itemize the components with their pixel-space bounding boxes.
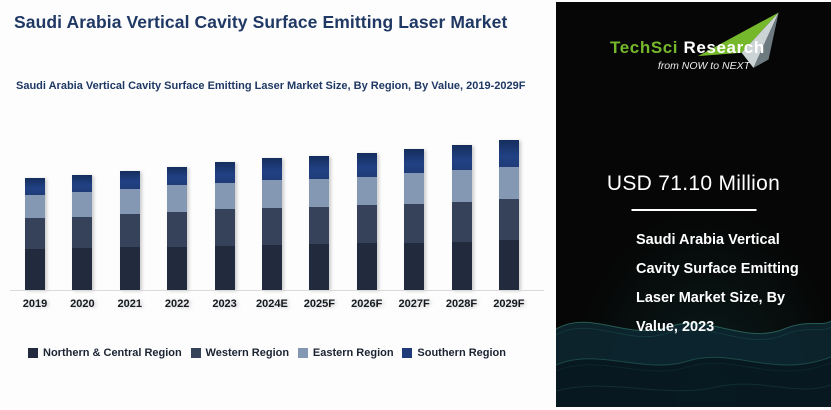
bar-segment <box>451 170 472 202</box>
bar-segment <box>72 175 93 193</box>
x-axis-tick-label: 2024E <box>256 298 288 310</box>
logo-wordmark-techsci: TechSci <box>610 38 679 57</box>
chart-subtitle: Saudi Arabia Vertical Cavity Surface Emi… <box>16 80 526 92</box>
x-axis-tick-label: 2020 <box>70 298 95 310</box>
bar-segment <box>261 244 282 290</box>
logo-wordmark-research: Research <box>683 38 765 57</box>
bar-segment <box>119 247 140 290</box>
bar-segment <box>261 180 282 208</box>
bar-segment <box>119 214 140 248</box>
x-axis-tick-label: 2028F <box>445 298 478 310</box>
bar-2020: 2020 <box>70 130 95 310</box>
bar-segment <box>119 170 140 190</box>
bar-segment <box>167 211 188 247</box>
bar-segment <box>356 243 377 290</box>
stacked-bar-chart: 2019 2020 2021 2022 2023 2024E 2025F 2026F 2027F… <box>23 130 525 310</box>
metric-divider <box>631 209 756 211</box>
bar-segment <box>214 183 235 209</box>
bar-segment <box>404 148 425 174</box>
bar-segment <box>25 218 45 250</box>
legend-swatch <box>402 348 413 358</box>
bar-segment <box>498 199 519 240</box>
bar-2029F: 2029F <box>493 130 525 310</box>
bar-segment <box>404 242 425 290</box>
legend-swatch <box>297 348 308 358</box>
bar-2023: 2023 <box>212 130 237 310</box>
logo-wordmark: TechSci Research <box>610 38 765 58</box>
bar-segment <box>451 241 472 290</box>
bar-2025F: 2025F <box>304 130 335 310</box>
bar-segment <box>404 204 425 243</box>
bar-segment <box>309 244 330 290</box>
bar-segment <box>119 189 140 215</box>
x-axis-tick-label: 2019 <box>22 298 48 310</box>
bar-2026F: 2026F <box>351 130 382 310</box>
legend-swatch <box>190 348 201 358</box>
bar-segment <box>72 192 93 217</box>
techsci-logo: TechSci Research from NOW to NEXT <box>556 2 831 92</box>
legend-item: Eastern Region <box>297 347 394 359</box>
legend-item: Northern & Central Region <box>28 347 182 359</box>
bar-segment <box>72 248 93 290</box>
legend-label: Western Region <box>205 347 290 359</box>
bar-segment <box>451 144 472 171</box>
bar-segment <box>167 166 188 186</box>
wave-mesh-decoration <box>556 320 831 407</box>
x-axis-tick-label: 2026F <box>351 298 383 310</box>
logo-tagline: from NOW to NEXT <box>657 60 750 72</box>
legend-item: Western Region <box>190 347 290 359</box>
x-axis-tick-label: 2021 <box>117 298 143 310</box>
bar-segment <box>498 167 519 200</box>
legend-label: Northern & Central Region <box>43 347 182 359</box>
bar-2019: 2019 <box>23 130 47 310</box>
bar-segment <box>356 205 377 244</box>
bar-segment <box>309 206 330 245</box>
bar-segment <box>25 177 45 196</box>
bar-segment <box>309 179 330 207</box>
legend-item: Southern Region <box>402 347 506 359</box>
legend-swatch <box>28 348 38 358</box>
bar-segment <box>356 152 377 178</box>
x-axis-tick-label: 2023 <box>212 298 237 310</box>
bar-segment <box>261 207 282 245</box>
x-axis-tick-label: 2022 <box>164 298 190 310</box>
bar-2028F: 2028F <box>446 130 477 310</box>
bar-segment <box>356 177 377 206</box>
bar-segment <box>167 246 188 290</box>
chart-legend: Northern & Central Region Western Region E… <box>28 347 506 359</box>
brand-panel: TechSci Research from NOW to NEXT USD 71… <box>556 2 831 407</box>
x-axis-tick-label: 2029F <box>493 298 525 310</box>
bar-2027F: 2027F <box>399 130 430 310</box>
bar-segment <box>167 185 188 212</box>
x-axis-tick-label: 2027F <box>398 298 430 310</box>
bar-segment <box>309 155 330 180</box>
bar-segment <box>72 216 93 249</box>
bar-2022: 2022 <box>165 130 189 310</box>
market-value: USD 71.10 Million <box>606 172 781 195</box>
bar-2021: 2021 <box>118 130 142 310</box>
bar-segment <box>214 245 235 290</box>
bar-segment <box>25 249 45 290</box>
bar-2024E: 2024E <box>256 130 288 310</box>
chart-panel: Saudi Arabia Vertical Cavity Surface Emi… <box>10 12 544 359</box>
bar-segment <box>404 173 425 205</box>
x-axis-line <box>10 290 544 291</box>
page-title: Saudi Arabia Vertical Cavity Surface Emi… <box>14 12 508 32</box>
legend-label: Southern Region <box>417 347 506 359</box>
legend-label: Eastern Region <box>312 347 394 359</box>
x-axis-tick-label: 2025F <box>303 298 335 310</box>
bar-segment <box>498 139 519 168</box>
bar-segment <box>25 195 45 219</box>
bar-segment <box>451 201 472 242</box>
bar-segment <box>261 157 282 181</box>
bar-segment <box>214 162 235 184</box>
logo-arrow-icon <box>698 12 779 68</box>
market-value-caption: Saudi Arabia Vertical Cavity Surface Emi… <box>636 232 799 335</box>
bar-segment <box>498 240 519 290</box>
bar-segment <box>214 208 235 246</box>
